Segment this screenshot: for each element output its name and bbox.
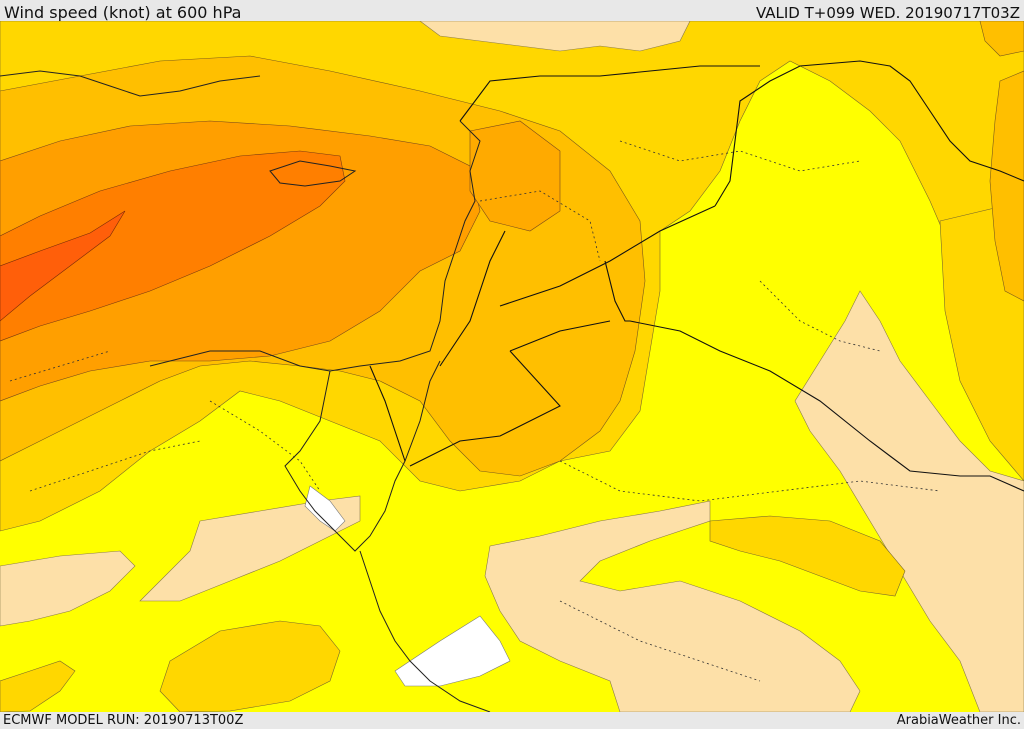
field-light-ne (419, 21, 691, 52)
field-strong-east (989, 70, 1024, 302)
wind-speed-map[interactable] (0, 21, 1024, 712)
field-strong-patch (979, 21, 1024, 57)
header-bar: Wind speed (knot) at 600 hPa VALID T+099… (0, 0, 1024, 22)
field-very-strong-lobe (469, 120, 561, 232)
field-fresh-w (0, 660, 76, 712)
field-gale (0, 150, 346, 342)
field-light-south (484, 500, 861, 712)
coastlines (0, 70, 491, 712)
footer-bar: ECMWF MODEL RUN: 20190713T00Z ArabiaWeat… (0, 712, 1024, 729)
credit-label: ArabiaWeather Inc. (896, 713, 1021, 728)
map-canvas (0, 21, 1024, 712)
model-run-label: ECMWF MODEL RUN: 20190713T00Z (3, 713, 244, 728)
field-calm-south (394, 615, 511, 687)
field-light-east (794, 290, 1024, 712)
field-fresh-south (709, 515, 906, 597)
internal-boundaries (9, 140, 941, 682)
borders (369, 60, 1024, 492)
field-storm (0, 210, 126, 322)
valid-time: VALID T+099 WED. 20190717T03Z (755, 4, 1020, 22)
map-title: Wind speed (knot) at 600 hPa (4, 3, 242, 22)
field-light-west (0, 550, 136, 627)
field-fresh-sw (159, 620, 341, 712)
